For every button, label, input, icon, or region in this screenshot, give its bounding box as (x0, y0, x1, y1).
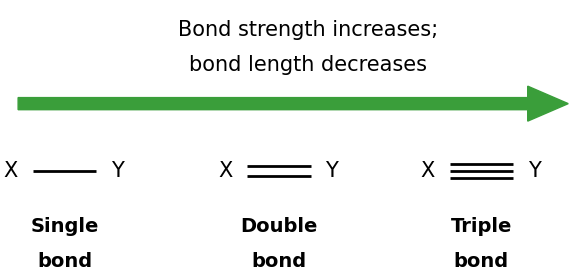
Text: bond: bond (37, 252, 92, 271)
Text: bond: bond (454, 252, 509, 271)
Text: Y: Y (528, 161, 541, 181)
Text: Y: Y (325, 161, 338, 181)
Text: Y: Y (111, 161, 124, 181)
Text: Double: Double (240, 217, 318, 236)
Text: X: X (218, 161, 232, 181)
Text: Triple: Triple (451, 217, 512, 236)
Text: Bond strength increases;: Bond strength increases; (178, 20, 438, 40)
Text: bond: bond (251, 252, 306, 271)
Text: X: X (421, 161, 435, 181)
Text: bond length decreases: bond length decreases (188, 55, 427, 75)
FancyArrow shape (18, 86, 568, 121)
Text: X: X (4, 161, 18, 181)
Text: Single: Single (31, 217, 99, 236)
